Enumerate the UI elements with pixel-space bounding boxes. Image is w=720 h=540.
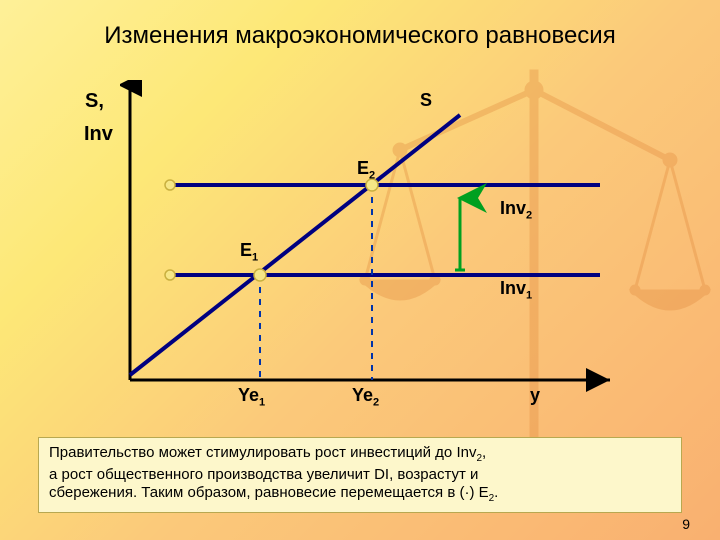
label-y: y bbox=[530, 385, 540, 406]
label-inv1: Inv1 bbox=[500, 278, 532, 302]
label-inv2: Inv2 bbox=[500, 198, 532, 222]
label-ye1: Ye1 bbox=[238, 385, 265, 409]
chart-svg bbox=[120, 80, 620, 410]
y-axis-label-s: S, bbox=[85, 90, 104, 113]
caption-box: Правительство может стимулировать рост и… bbox=[38, 437, 682, 513]
label-ye2: Ye2 bbox=[352, 385, 379, 409]
page-number: 9 bbox=[682, 516, 690, 532]
label-s: S bbox=[420, 90, 432, 111]
label-e1: E1 bbox=[240, 240, 258, 264]
y-axis-label-inv: Inv bbox=[84, 123, 113, 146]
label-e2: E2 bbox=[357, 158, 375, 182]
slide-title: Изменения макроэкономического равновесия bbox=[0, 22, 720, 50]
chart-area: S, Inv bbox=[120, 80, 620, 410]
